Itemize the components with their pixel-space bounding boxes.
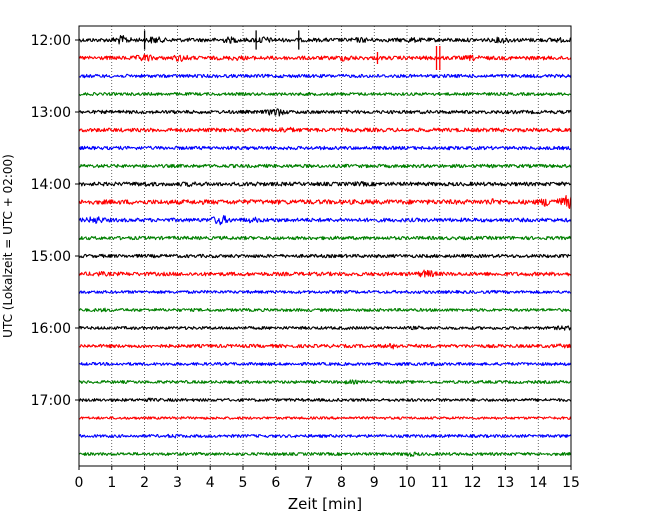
trace-line	[78, 397, 572, 403]
trace-line	[78, 433, 572, 439]
x-tick-label: 13	[496, 475, 514, 491]
x-tick-label: 11	[431, 475, 449, 491]
trace-line	[78, 343, 572, 350]
trace-line	[78, 108, 572, 117]
trace-line	[78, 269, 572, 278]
trace-line	[78, 194, 572, 209]
x-tick-label: 5	[239, 475, 248, 491]
y-tick-label: 14:00	[31, 177, 71, 193]
x-tick-label: 10	[398, 475, 416, 491]
trace-line	[78, 235, 572, 241]
x-tick-label: 1	[107, 475, 116, 491]
x-tick-label: 8	[337, 475, 346, 491]
x-tick-label: 4	[206, 475, 215, 491]
trace-line	[79, 307, 572, 313]
x-tick-label: 14	[529, 475, 547, 491]
x-tick-label: 15	[562, 475, 580, 491]
x-tick-label: 7	[304, 475, 313, 491]
trace-line	[78, 361, 572, 367]
trace-line	[78, 34, 571, 45]
trace-line	[78, 53, 572, 62]
plot-frame	[78, 25, 572, 467]
grid-lines	[111, 26, 539, 466]
trace-line	[78, 181, 572, 188]
y-tick-label: 15:00	[31, 249, 71, 265]
x-tick-label: 3	[173, 475, 182, 491]
trace-line	[78, 73, 572, 79]
trace-line	[78, 214, 572, 226]
seismic-traces	[78, 30, 572, 457]
trace-line	[78, 91, 572, 97]
trace-line	[78, 126, 572, 133]
y-tick-label: 16:00	[31, 321, 71, 337]
y-axis-label: UTC (Lokalzeit = UTC + 02:00)	[1, 154, 15, 338]
y-tick-label: 12:00	[31, 33, 71, 49]
plot-background	[79, 26, 571, 466]
x-axis-ticks: 0 1 2 3 4 5 6 7 8 9 10 11 12 13 14 15	[75, 466, 580, 491]
trace-line	[78, 325, 572, 331]
trace-line	[78, 145, 572, 151]
trace-line	[78, 451, 572, 457]
trace-line	[78, 416, 572, 420]
x-tick-label: 0	[75, 475, 84, 491]
y-tick-label: 13:00	[31, 105, 71, 121]
y-tick-label: 17:00	[31, 393, 71, 409]
trace-line	[78, 289, 572, 295]
trace-line	[78, 163, 571, 169]
x-tick-label: 2	[140, 475, 149, 491]
y-axis-ticks: 12:00 13:00 14:00 15:00 16:00 17:00	[31, 33, 79, 409]
trace-line	[78, 379, 572, 385]
x-axis-label: Zeit [min]	[288, 495, 362, 513]
x-tick-label: 12	[464, 475, 482, 491]
x-tick-label: 6	[271, 475, 280, 491]
trace-line	[78, 253, 572, 259]
x-tick-label: 9	[370, 475, 379, 491]
